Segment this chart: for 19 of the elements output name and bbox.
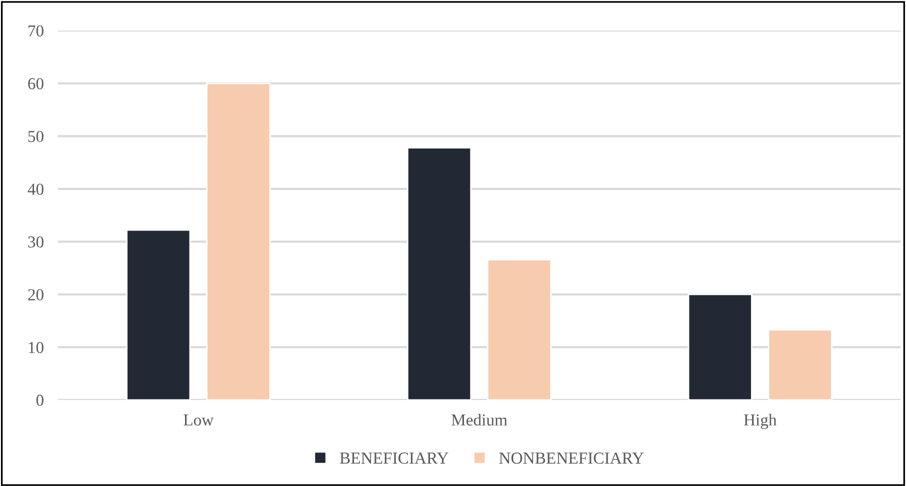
y-tick-label: 10 (28, 342, 44, 354)
y-tick-label: 30 (28, 236, 44, 248)
y-tick-label: 50 (28, 130, 44, 142)
bar (126, 229, 191, 400)
x-tick-label: Medium (452, 414, 508, 426)
x-tick-label: Low (184, 414, 214, 426)
bar (406, 147, 472, 400)
bar (768, 329, 832, 400)
legend-label: NONBENEFICIARY (499, 452, 644, 464)
y-tick-label: 40 (28, 184, 44, 195)
y-tick-label: 60 (28, 78, 44, 90)
bar (688, 294, 752, 400)
y-tick-label: 20 (28, 289, 44, 300)
bar (206, 82, 271, 400)
bar (487, 258, 552, 400)
y-tick-label: 0 (36, 394, 44, 406)
y-tick-label: 70 (28, 25, 44, 37)
legend-label: BENEFICIARY (340, 452, 448, 464)
x-tick-label: High (744, 414, 777, 430)
